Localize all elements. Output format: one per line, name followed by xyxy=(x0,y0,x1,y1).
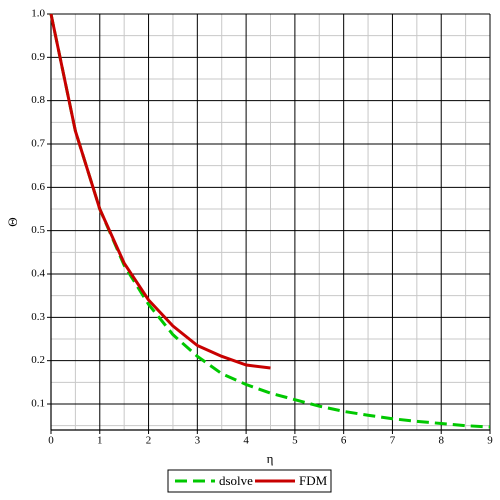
y-tick-label: 0.4 xyxy=(31,268,45,280)
x-tick-label: 3 xyxy=(195,435,201,447)
y-axis-title: Θ xyxy=(5,217,20,226)
x-tick-label: 0 xyxy=(48,435,54,447)
x-axis-title: η xyxy=(267,451,274,466)
x-tick-label: 7 xyxy=(390,435,396,447)
y-tick-label: 0.5 xyxy=(31,224,45,236)
legend-label: dsolve xyxy=(219,473,253,488)
legend: dsolve FDM xyxy=(175,473,328,488)
y-tick-label: 1.0 xyxy=(31,8,45,20)
y-tick-label: 0.3 xyxy=(31,311,45,323)
x-tick-label: 6 xyxy=(341,435,347,447)
x-tick-label: 1 xyxy=(97,435,103,447)
plot xyxy=(49,13,491,429)
grid: 0 1 2 3 4 5 6 7 8 9 0.1 0.2 0.3 0.4 0.5 0.6 0.7 0.8 0.9 1.0 xyxy=(31,8,493,447)
x-tick-label: 4 xyxy=(243,435,249,447)
y-tick-label: 0.2 xyxy=(31,354,45,366)
x-tick-label: 9 xyxy=(487,435,493,447)
series-line xyxy=(49,13,271,370)
y-tick-label: 0.8 xyxy=(31,94,45,106)
y-tick-label: 0.6 xyxy=(31,181,45,193)
legend-label: FDM xyxy=(299,473,328,488)
x-tick-label: 5 xyxy=(292,435,298,447)
x-tick-label: 2 xyxy=(146,435,152,447)
y-tick-label: 0.9 xyxy=(31,51,45,63)
y-tick-label: 0.7 xyxy=(31,138,45,150)
x-tick-label: 8 xyxy=(438,435,444,447)
legend-box xyxy=(167,469,332,493)
y-tick-label: 0.1 xyxy=(31,398,45,410)
